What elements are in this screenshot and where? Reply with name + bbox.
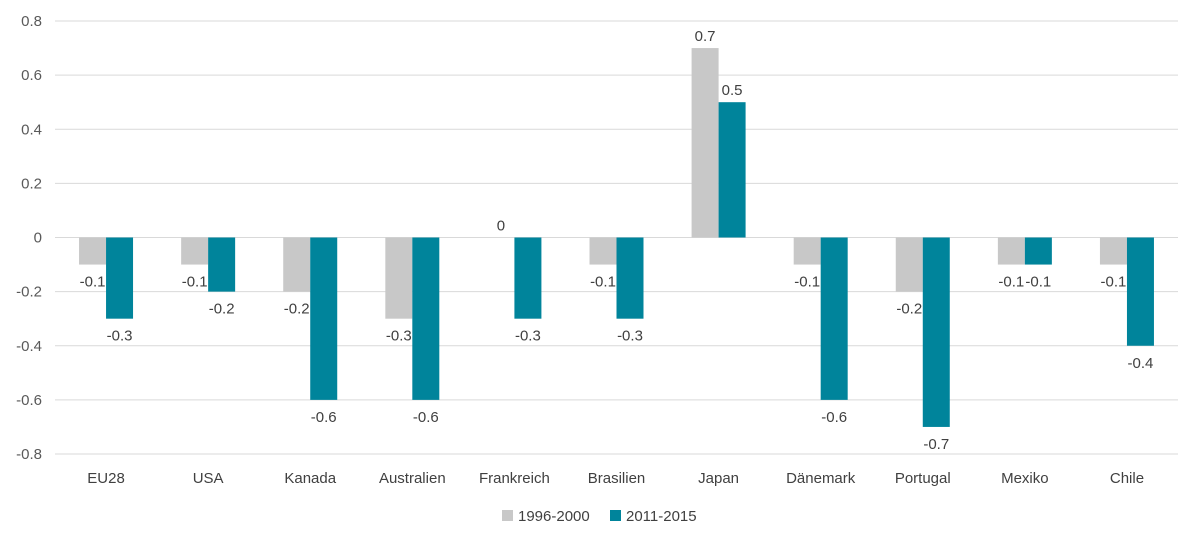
category-label: EU28 <box>87 470 125 487</box>
bar-1996-2000-Kanada <box>283 237 311 292</box>
bar-1996-2000-Japan <box>691 48 719 238</box>
bar-2011-2015-Dänemark <box>820 237 848 400</box>
data-label-2011-2015-Mexiko: -0.1 <box>1025 274 1051 291</box>
y-tick-label: -0.8 <box>16 446 42 463</box>
bars <box>79 48 1154 427</box>
data-label-2011-2015-EU28: -0.3 <box>107 328 133 345</box>
bar-2011-2015-EU28 <box>106 237 134 319</box>
bar-2011-2015-Frankreich <box>514 237 542 319</box>
bar-1996-2000-Brasilien <box>589 237 617 265</box>
data-label-1996-2000-EU28: -0.1 <box>80 274 106 291</box>
data-label-2011-2015-Chile: -0.4 <box>1128 355 1154 372</box>
bar-2011-2015-Brasilien <box>616 237 644 319</box>
data-label-1996-2000-Japan: 0.7 <box>695 28 716 45</box>
data-label-2011-2015-Portugal: -0.7 <box>923 436 949 453</box>
legend-label-2011-2015: 2011-2015 <box>626 508 697 525</box>
category-label: Mexiko <box>1001 470 1049 487</box>
data-label-1996-2000-Portugal: -0.2 <box>896 301 922 318</box>
y-tick-label: 0.4 <box>21 121 42 138</box>
y-tick-label: -0.4 <box>16 338 42 355</box>
data-label-2011-2015-Japan: 0.5 <box>722 82 743 99</box>
data-label-2011-2015-Australien: -0.6 <box>413 409 439 426</box>
bar-2011-2015-Chile <box>1126 237 1154 346</box>
y-tick-label: -0.2 <box>16 284 42 301</box>
data-label-2011-2015-USA: -0.2 <box>209 301 235 318</box>
data-label-1996-2000-Dänemark: -0.1 <box>794 274 820 291</box>
category-label: Chile <box>1110 470 1144 487</box>
legend: 1996-2000 2011-2015 <box>502 508 697 525</box>
data-label-2011-2015-Kanada: -0.6 <box>311 409 337 426</box>
data-label-1996-2000-Brasilien: -0.1 <box>590 274 616 291</box>
bar-1996-2000-Portugal <box>895 237 923 292</box>
category-label: Brasilien <box>588 470 646 487</box>
bar-1996-2000-Chile <box>1099 237 1127 265</box>
bar-2011-2015-Portugal <box>922 237 950 427</box>
data-label-2011-2015-Dänemark: -0.6 <box>821 409 847 426</box>
y-tick-label: 0.2 <box>21 175 42 192</box>
y-tick-label: 0.6 <box>21 67 42 84</box>
bar-1996-2000-Dänemark <box>793 237 821 265</box>
x-axis-category-labels: EU28 USA Kanada Australien Frankreich Brasili… <box>87 470 1144 487</box>
data-label-2011-2015-Frankreich: -0.3 <box>515 328 541 345</box>
y-axis-tick-labels: 0.8 0.6 0.4 0.2 0 -0.2 -0.4 -0.6 -0.8 <box>16 13 42 463</box>
data-label-1996-2000-Kanada: -0.2 <box>284 301 310 318</box>
category-label: Japan <box>698 470 739 487</box>
bar-2011-2015-Australien <box>412 237 440 400</box>
y-tick-label: -0.6 <box>16 392 42 409</box>
data-label-2011-2015-Brasilien: -0.3 <box>617 328 643 345</box>
bar-2011-2015-Kanada <box>310 237 338 400</box>
bar-2011-2015-Mexiko <box>1024 237 1052 265</box>
bar-2011-2015-USA <box>208 237 236 292</box>
category-label: USA <box>193 470 224 487</box>
bar-1996-2000-EU28 <box>79 237 107 265</box>
bar-1996-2000-USA <box>181 237 209 265</box>
data-label-1996-2000-Australien: -0.3 <box>386 328 412 345</box>
y-tick-label: 0 <box>34 230 42 247</box>
bar-2011-2015-Japan <box>718 102 746 238</box>
data-labels: -0.1-0.3-0.1-0.2 -0.2-0.6-0.3-0.60-0.3-0.… <box>80 28 1154 453</box>
category-label: Dänemark <box>786 470 856 487</box>
bar-1996-2000-Mexiko <box>997 237 1025 265</box>
legend-swatch-2011-2015 <box>610 510 621 521</box>
y-tick-label: 0.8 <box>21 13 42 30</box>
data-label-1996-2000-Frankreich: 0 <box>497 218 505 235</box>
category-label: Australien <box>379 470 446 487</box>
bar-1996-2000-Australien <box>385 237 413 319</box>
data-label-1996-2000-USA: -0.1 <box>182 274 208 291</box>
category-label: Kanada <box>284 470 336 487</box>
legend-label-1996-2000: 1996-2000 <box>518 508 590 525</box>
legend-swatch-1996-2000 <box>502 510 513 521</box>
data-label-1996-2000-Chile: -0.1 <box>1101 274 1127 291</box>
category-label: Portugal <box>895 470 951 487</box>
data-label-1996-2000-Mexiko: -0.1 <box>998 274 1024 291</box>
category-label: Frankreich <box>479 470 550 487</box>
